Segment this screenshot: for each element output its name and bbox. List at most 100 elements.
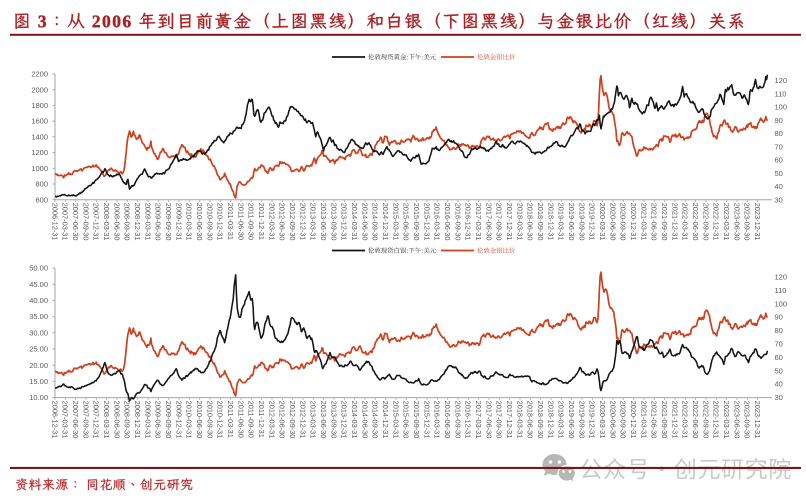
- svg-text:2020-09-30: 2020-09-30: [619, 401, 628, 439]
- svg-text:2010-06-30: 2010-06-30: [195, 401, 204, 439]
- svg-text:2011-12-31: 2011-12-31: [257, 203, 266, 240]
- svg-text:2007-12-31: 2007-12-31: [92, 401, 101, 439]
- svg-text:30: 30: [775, 393, 783, 402]
- svg-text:70: 70: [775, 142, 783, 151]
- svg-text:2019-06-30: 2019-06-30: [567, 401, 576, 439]
- svg-text:2021-12-31: 2021-12-31: [670, 203, 679, 241]
- svg-text:2014-09-30: 2014-09-30: [371, 203, 380, 241]
- svg-text:20.00: 20.00: [29, 361, 48, 370]
- svg-text:2019-09-30: 2019-09-30: [577, 203, 586, 241]
- svg-text:60: 60: [775, 353, 783, 362]
- svg-text:2018-03-31: 2018-03-31: [515, 401, 524, 439]
- svg-text:40.00: 40.00: [29, 296, 48, 305]
- svg-text:2013-09-30: 2013-09-30: [329, 203, 338, 241]
- svg-text:120: 120: [775, 273, 788, 282]
- svg-text:45.00: 45.00: [29, 280, 48, 289]
- svg-text:2013-12-31: 2013-12-31: [340, 203, 349, 241]
- svg-text:2009-03-31: 2009-03-31: [143, 203, 152, 241]
- svg-text:2009-12-31: 2009-12-31: [174, 203, 183, 241]
- svg-text:2022-03-31: 2022-03-31: [681, 401, 690, 439]
- svg-text:2015-03-31: 2015-03-31: [391, 401, 400, 439]
- svg-text:2016-12-31: 2016-12-31: [464, 203, 473, 241]
- svg-text:2014-12-31: 2014-12-31: [381, 203, 390, 241]
- svg-text:2020-12-31: 2020-12-31: [629, 203, 638, 241]
- svg-text:2012-03-31: 2012-03-31: [267, 401, 276, 439]
- svg-text:2019-12-31: 2019-12-31: [588, 401, 597, 439]
- svg-text:2011-03-31: 2011-03-31: [226, 203, 235, 240]
- svg-text:2017-12-31: 2017-12-31: [505, 203, 514, 241]
- svg-text:2011-09-30: 2011-09-30: [247, 203, 256, 240]
- svg-text:2006-12-31: 2006-12-31: [50, 203, 59, 241]
- svg-text:2007-12-31: 2007-12-31: [92, 203, 101, 241]
- svg-text:2014-03-31: 2014-03-31: [350, 401, 359, 439]
- svg-text:2021-09-30: 2021-09-30: [660, 203, 669, 241]
- svg-text:2011-09-30: 2011-09-30: [247, 401, 256, 438]
- svg-text:50.00: 50.00: [29, 264, 48, 273]
- svg-text:2022-12-31: 2022-12-31: [712, 401, 721, 439]
- svg-text:2012-09-30: 2012-09-30: [288, 203, 297, 241]
- svg-text:2021-03-31: 2021-03-31: [639, 203, 648, 241]
- svg-text:2023-09-30: 2023-09-30: [743, 203, 752, 241]
- svg-text:80: 80: [775, 129, 783, 138]
- svg-text:2022-09-30: 2022-09-30: [701, 401, 710, 439]
- svg-text:2017-06-30: 2017-06-30: [484, 401, 493, 439]
- svg-text:2023-03-31: 2023-03-31: [722, 203, 731, 241]
- svg-text:2023-12-31: 2023-12-31: [753, 203, 762, 241]
- svg-text:2017-09-30: 2017-09-30: [495, 401, 504, 439]
- svg-text:2012-12-31: 2012-12-31: [298, 203, 307, 241]
- svg-text:2023-06-30: 2023-06-30: [732, 401, 741, 439]
- svg-text:2010-03-31: 2010-03-31: [185, 401, 194, 439]
- svg-text:60: 60: [775, 156, 783, 165]
- svg-text:30: 30: [775, 195, 783, 204]
- svg-text:2011-06-30: 2011-06-30: [236, 203, 245, 240]
- svg-text:2013-09-30: 2013-09-30: [329, 401, 338, 439]
- svg-text:2000: 2000: [31, 85, 48, 94]
- svg-text:2013-06-30: 2013-06-30: [319, 401, 328, 439]
- svg-text:2021-09-30: 2021-09-30: [660, 401, 669, 439]
- svg-text:25.00: 25.00: [29, 345, 48, 354]
- svg-text:2019-03-31: 2019-03-31: [557, 401, 566, 439]
- svg-text:2007-09-30: 2007-09-30: [81, 203, 90, 241]
- svg-text:2007-06-30: 2007-06-30: [71, 203, 80, 241]
- svg-text:2007-03-31: 2007-03-31: [61, 203, 70, 241]
- svg-text:2009-06-30: 2009-06-30: [154, 203, 163, 241]
- svg-text:2019-06-30: 2019-06-30: [567, 203, 576, 241]
- svg-text:2019-03-31: 2019-03-31: [557, 203, 566, 241]
- svg-text:2017-12-31: 2017-12-31: [505, 401, 514, 439]
- svg-text:2014-03-31: 2014-03-31: [350, 203, 359, 241]
- svg-text:1600: 1600: [31, 117, 48, 126]
- svg-text:2015-12-31: 2015-12-31: [422, 401, 431, 439]
- svg-text:2016-03-31: 2016-03-31: [433, 401, 442, 439]
- svg-text:2008-03-31: 2008-03-31: [102, 203, 111, 241]
- svg-text:2009-09-30: 2009-09-30: [164, 203, 173, 241]
- svg-text:1800: 1800: [31, 101, 48, 110]
- svg-text:50: 50: [775, 366, 783, 375]
- svg-text:2012-06-30: 2012-06-30: [278, 203, 287, 241]
- svg-text:2016-12-31: 2016-12-31: [464, 401, 473, 439]
- svg-text:2016-09-30: 2016-09-30: [453, 203, 462, 241]
- svg-text:2008-03-31: 2008-03-31: [102, 401, 111, 439]
- svg-text:1200: 1200: [31, 148, 48, 157]
- svg-text:2012-06-30: 2012-06-30: [278, 401, 287, 439]
- svg-text:2023-12-31: 2023-12-31: [753, 401, 762, 439]
- svg-text:2008-12-31: 2008-12-31: [133, 203, 142, 241]
- svg-text:15.00: 15.00: [29, 377, 48, 386]
- svg-text:2020-09-30: 2020-09-30: [619, 203, 628, 241]
- svg-text:2015-09-30: 2015-09-30: [412, 401, 421, 439]
- svg-text:2019-09-30: 2019-09-30: [577, 401, 586, 439]
- svg-text:1400: 1400: [31, 132, 48, 141]
- svg-text:2023-09-30: 2023-09-30: [743, 401, 752, 439]
- svg-text:50: 50: [775, 169, 783, 178]
- svg-text:2008-12-31: 2008-12-31: [133, 401, 142, 439]
- svg-text:2011-03-31: 2011-03-31: [226, 401, 235, 438]
- svg-text:2013-06-30: 2013-06-30: [319, 203, 328, 241]
- svg-text:120: 120: [775, 76, 788, 85]
- svg-text:2022-06-30: 2022-06-30: [691, 401, 700, 439]
- svg-text:35.00: 35.00: [29, 312, 48, 321]
- svg-text:2009-03-31: 2009-03-31: [143, 401, 152, 439]
- svg-text:600: 600: [35, 195, 48, 204]
- svg-text:110: 110: [775, 89, 787, 98]
- svg-text:100: 100: [775, 299, 788, 308]
- svg-text:70: 70: [775, 340, 783, 349]
- svg-text:2018-09-30: 2018-09-30: [536, 401, 545, 439]
